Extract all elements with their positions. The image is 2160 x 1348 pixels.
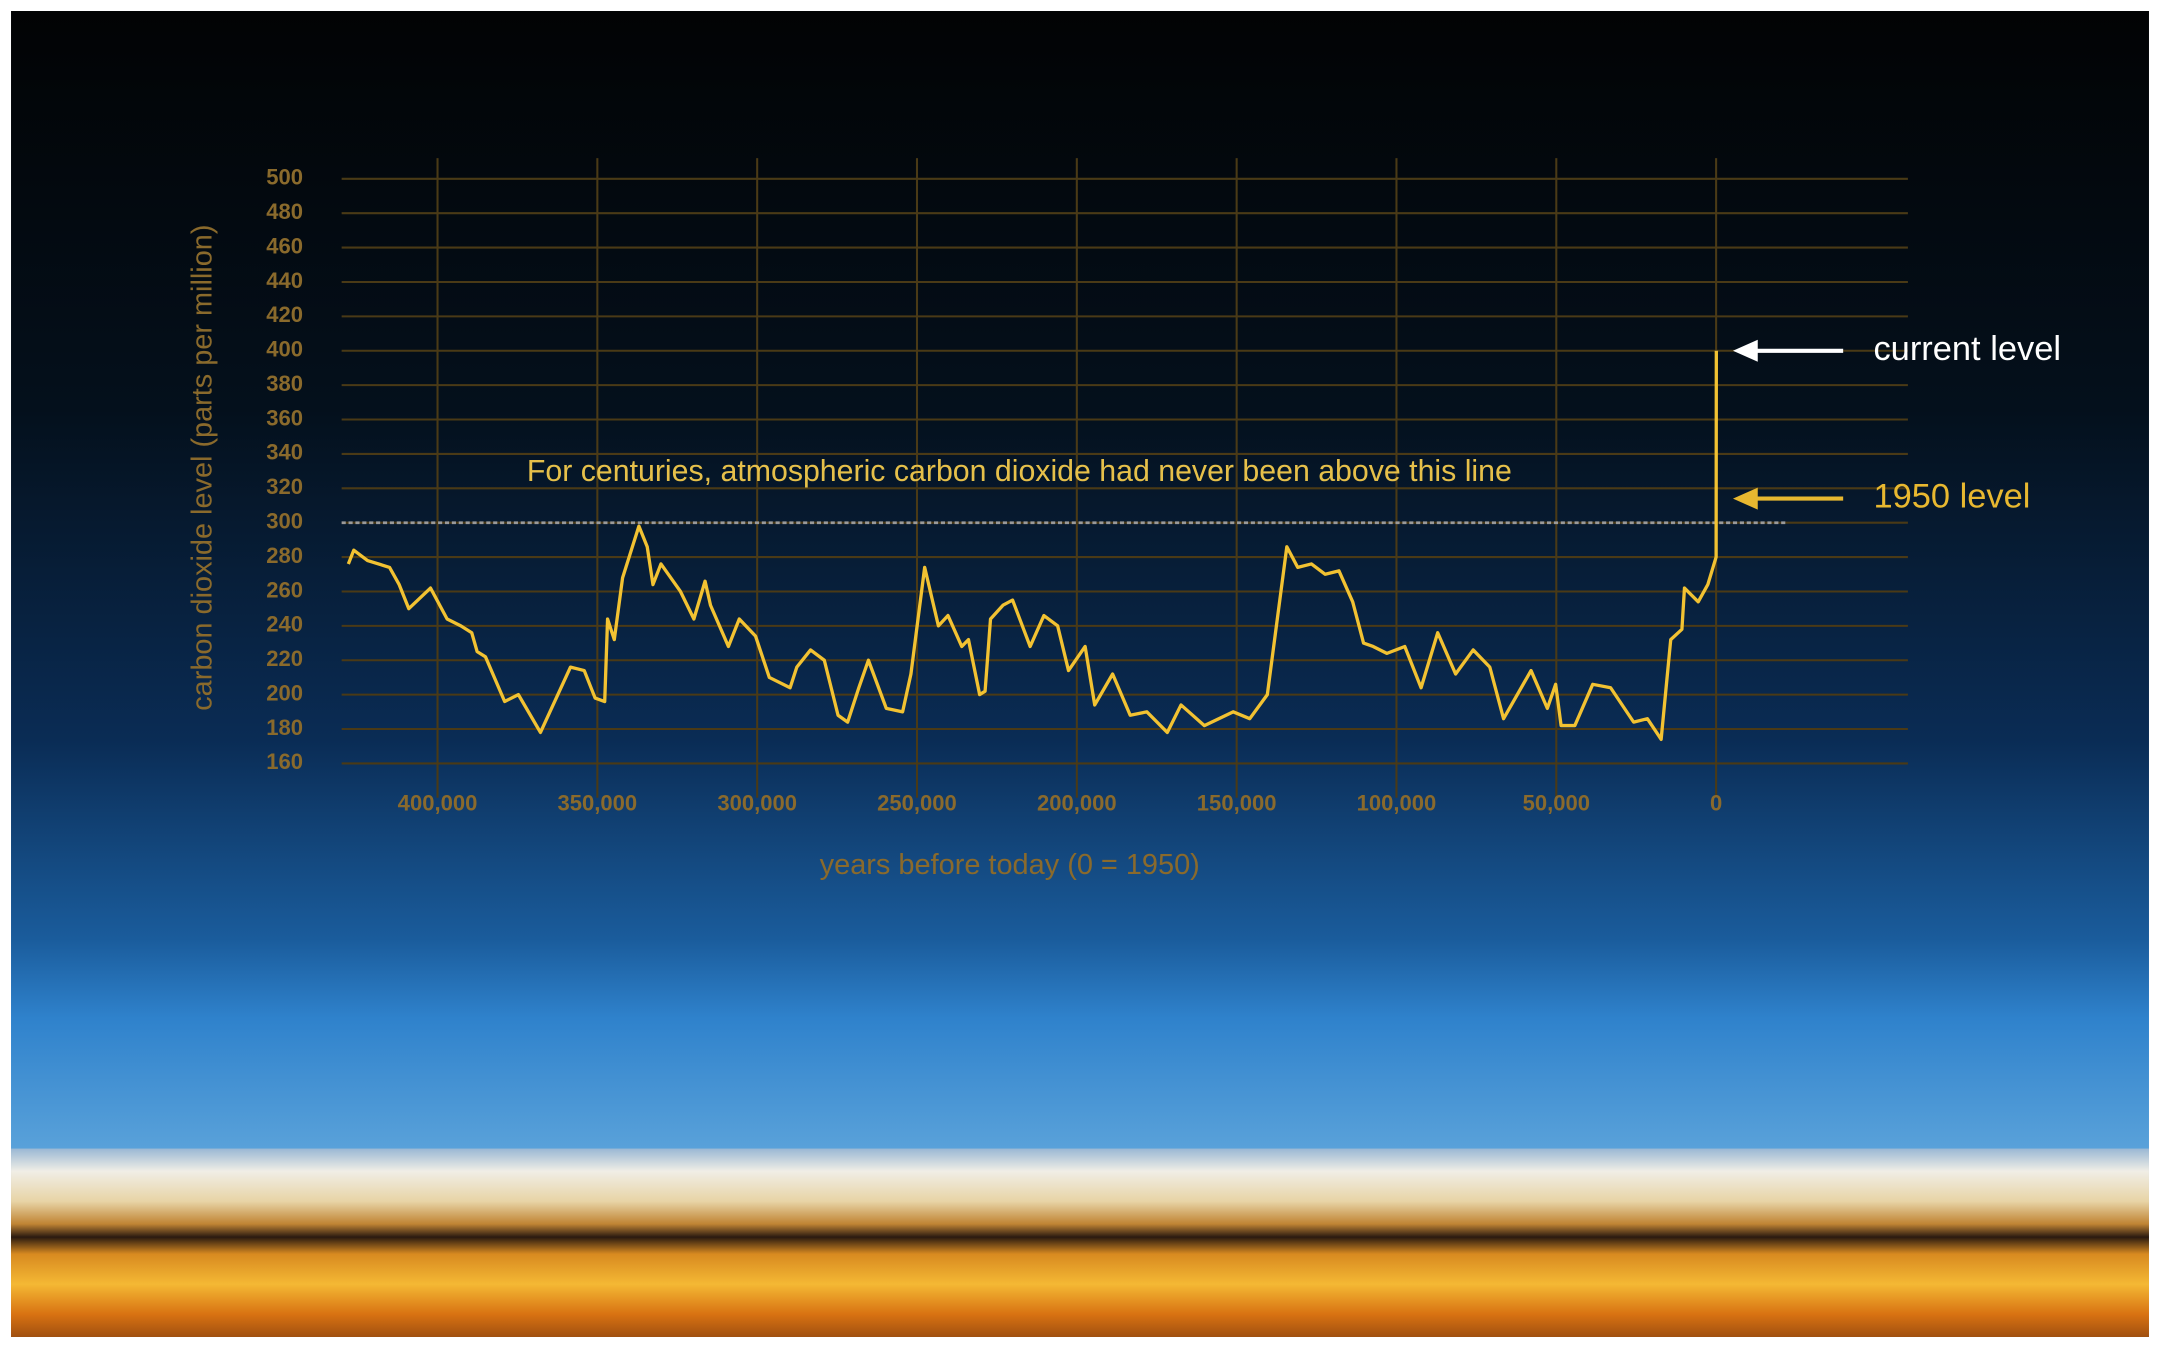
marker-arrow-head [1732, 339, 1758, 362]
y-tick-label: 200 [266, 680, 303, 705]
x-tick-label: 100,000 [1357, 790, 1437, 815]
x-tick-label: 250,000 [877, 790, 957, 815]
marker-arrow-head [1732, 487, 1758, 510]
x-tick-label: 300,000 [717, 790, 797, 815]
x-tick-label: 350,000 [558, 790, 638, 815]
y-tick-label: 480 [266, 199, 303, 224]
y-tick-label: 300 [266, 509, 303, 534]
y-tick-label: 380 [266, 371, 303, 396]
y-tick-label: 440 [266, 268, 303, 293]
x-axis-label: years before today (0 = 1950) [820, 849, 1200, 881]
x-tick-label: 150,000 [1197, 790, 1277, 815]
data-line [346, 350, 1718, 741]
y-tick-label: 220 [266, 646, 303, 671]
x-tick-label: 0 [1710, 790, 1722, 815]
y-tick-label: 180 [266, 715, 303, 740]
y-tick-label: 320 [266, 474, 303, 499]
y-tick-label: 280 [266, 543, 303, 568]
y-tick-label: 260 [266, 577, 303, 602]
y-tick-label: 400 [266, 337, 303, 362]
y-axis-label: carbon dioxide level (parts per million) [187, 225, 219, 711]
background-horizon [11, 1148, 2149, 1337]
y-tick-label: 340 [266, 440, 303, 465]
y-tick-label: 360 [266, 405, 303, 430]
y-tick-label: 500 [266, 165, 303, 190]
x-tick-label: 200,000 [1037, 790, 1117, 815]
y-tick-label: 460 [266, 233, 303, 258]
background-sky [11, 11, 2149, 1337]
y-tick-label: 420 [266, 302, 303, 327]
y-tick-label: 160 [266, 749, 303, 774]
reference-label: For centuries, atmospheric carbon dioxid… [527, 455, 1512, 488]
marker-label: current level [1873, 330, 2061, 368]
x-tick-label: 400,000 [398, 790, 478, 815]
marker-label: 1950 level [1873, 478, 2030, 516]
x-tick-label: 50,000 [1523, 790, 1590, 815]
y-tick-label: 240 [266, 612, 303, 637]
